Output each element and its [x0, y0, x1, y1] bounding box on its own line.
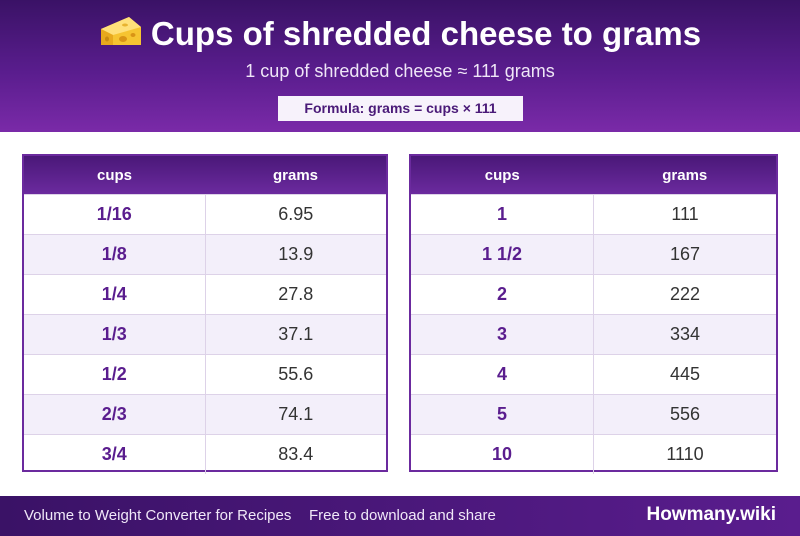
brand-logo[interactable]: Howmany.wiki: [646, 504, 776, 525]
table-row: 1/8 13.9: [24, 234, 386, 274]
table-row: 10 1110: [411, 434, 776, 474]
cups-cell: 1/8: [24, 235, 206, 274]
table-header: cups grams: [411, 156, 776, 194]
cheese-icon: [100, 17, 141, 45]
grams-cell: 222: [669, 284, 701, 304]
table-row: 3 334: [411, 314, 776, 354]
grams-cell: 556: [669, 404, 701, 424]
cups-cell: 3/4: [24, 435, 206, 474]
grams-cell: 167: [669, 244, 701, 264]
cups-cell: 5: [411, 395, 594, 434]
table-row: 2 222: [411, 274, 776, 314]
grams-cell: 83.4: [278, 444, 314, 464]
formula-badge: Formula: grams = cups × 111: [278, 96, 523, 121]
table-row: 3/4 83.4: [24, 434, 386, 474]
grams-cell: 55.6: [278, 364, 314, 384]
grams-cell: 37.1: [278, 324, 314, 344]
title-text: Cups of shredded cheese to grams: [150, 15, 702, 52]
table-row: 1/4 27.8: [24, 274, 386, 314]
cups-cell: 3: [411, 315, 594, 354]
table-row: 4 445: [411, 354, 776, 394]
table-row: 1 111: [411, 194, 776, 234]
grams-cell: 27.8: [278, 284, 314, 304]
conversion-table-left: cups grams 1/16 6.95 1/8 13.9 1/4 27.8 1/3 3…: [22, 154, 388, 474]
footer-bar: Volume to Weight Converter for Recipes F…: [0, 496, 800, 536]
table-row: 2/3 74.1: [24, 394, 386, 434]
column-header-grams: grams: [272, 166, 319, 184]
footer-tagline: Volume to Weight Converter for Recipes: [24, 507, 292, 524]
cups-cell: 10: [411, 435, 594, 474]
grams-cell: 74.1: [278, 404, 314, 424]
conversion-table-right: cups grams 1 111 1 1/2 167 2 222 3 334 4 445 …: [409, 154, 778, 474]
cups-cell: 1/2: [24, 355, 206, 394]
grams-cell: 445: [669, 364, 701, 384]
cups-cell: 1/4: [24, 275, 206, 314]
header-banner: Cups of shredded cheese to grams 1 cup o…: [0, 0, 800, 132]
cups-cell: 1/3: [24, 315, 206, 354]
cups-cell: 2/3: [24, 395, 206, 434]
cups-cell: 4: [411, 355, 594, 394]
table-row: 5 556: [411, 394, 776, 434]
table-row: 1 1/2 167: [411, 234, 776, 274]
footer-share-note: Free to download and share: [309, 507, 496, 524]
table-header: cups grams: [24, 156, 386, 194]
cups-cell: 1/16: [24, 195, 206, 234]
page-title: Cups of shredded cheese to grams: [0, 14, 800, 54]
table-row: 1/2 55.6: [24, 354, 386, 394]
table-row: 1/3 37.1: [24, 314, 386, 354]
cups-cell: 2: [411, 275, 594, 314]
grams-cell: 111: [671, 204, 699, 224]
subtitle: 1 cup of shredded cheese ≈ 111 grams: [245, 61, 555, 81]
column-header-grams: grams: [662, 166, 708, 184]
grams-cell: 1110: [666, 444, 704, 464]
column-header-cups: cups: [484, 166, 520, 184]
cups-cell: 1 1/2: [411, 235, 594, 274]
grams-cell: 13.9: [278, 244, 314, 264]
grams-cell: 6.95: [278, 204, 314, 224]
table-row: 1/16 6.95: [24, 194, 386, 234]
column-header-cups: cups: [96, 166, 132, 184]
cups-cell: 1: [411, 195, 594, 234]
grams-cell: 334: [669, 324, 701, 344]
